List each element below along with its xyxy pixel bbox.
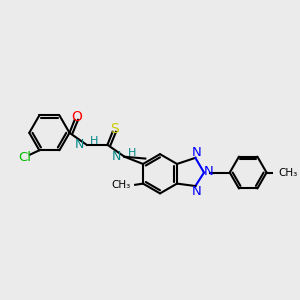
- Text: N: N: [204, 165, 214, 178]
- Text: CH₃: CH₃: [279, 167, 298, 178]
- Text: Cl: Cl: [18, 151, 31, 164]
- Text: O: O: [71, 110, 82, 124]
- Text: H: H: [89, 136, 98, 146]
- Text: N: N: [74, 138, 84, 151]
- Text: S: S: [110, 122, 119, 136]
- Text: N: N: [191, 146, 201, 159]
- Text: H: H: [128, 148, 136, 158]
- Text: N: N: [191, 185, 201, 198]
- Text: CH₃: CH₃: [112, 180, 131, 190]
- Text: N: N: [112, 150, 122, 163]
